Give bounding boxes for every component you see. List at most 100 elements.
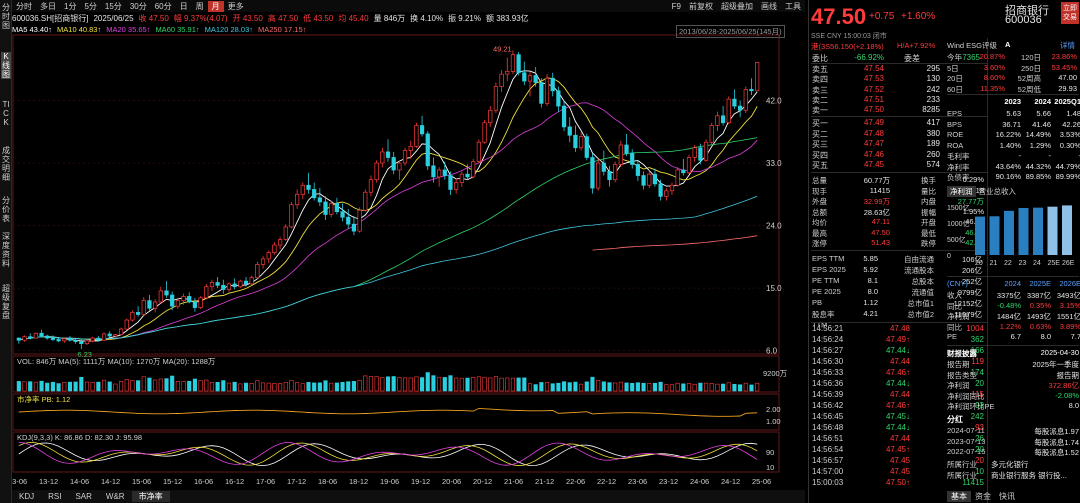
left-tool-5[interactable]: 深度资料 [2,232,10,268]
ask-price: 47.53 [863,74,884,84]
bid-row[interactable]: 买二 47.48 380 [812,129,987,139]
info-tab-0[interactable]: 基本 [947,491,971,502]
volume-bar [346,381,351,392]
bid-level: 买一 [812,119,828,128]
fin-cell: 90.16% [995,172,1021,181]
candle-body [215,282,220,286]
candle-body [505,70,510,75]
top-tool-3[interactable]: 画线 [761,1,777,11]
stat-label: 总量 [812,176,827,185]
top-tool-4[interactable]: 工具 [785,1,801,11]
dividend-value: 每股派息1.97 [1034,427,1079,436]
report-row: 报告期 2025年一季度 [947,359,1080,369]
profit-tab-1[interactable]: 营业总收入 [978,187,1017,196]
indicator-tab-3[interactable]: W&R [105,492,125,501]
period-tab-6[interactable]: 60分 [154,1,172,11]
ask-price: 47.50 [863,105,884,115]
stat-label: 换手 [921,176,936,185]
tick-row: 15:00:03 47.50↑ 11415 [812,478,987,488]
bid-row[interactable]: 买三 47.47 189 [812,139,987,149]
period-tab-1[interactable]: 多日 [40,1,56,11]
volume-bar [402,377,408,392]
candle-body [550,77,555,92]
ask-row[interactable]: 卖三 47.52 242 [812,85,987,95]
tick-volume: 166 [970,346,984,355]
tick-volume: 115 [971,390,984,399]
profit-bar [1018,207,1029,255]
bar-x-label: 25E [1048,260,1061,267]
top-tool-1[interactable]: 前复权 [689,1,713,11]
left-tool-1[interactable]: K线图 [1,52,11,79]
period-tab-3[interactable]: 5分 [84,1,97,11]
top-tool-0[interactable]: F9 [671,1,681,11]
ask-row[interactable]: 卖五 47.54 295 [812,64,987,74]
left-tool-6[interactable]: 超级复盘 [2,284,10,320]
info-tabs: 基本 资金 快讯 [947,491,1019,502]
indicator-tab-2[interactable]: SAR [75,492,92,501]
tick-volume: 11415 [962,478,984,487]
left-tool-4[interactable]: 分价表 [2,196,10,223]
candle-body [329,202,334,215]
stat-value: 60.77万 [863,176,890,185]
price-axis-label: 6.0 [766,347,778,356]
tick-price: 47.49↑ [885,335,910,344]
stat-row: 均价 47.11 开盘 46.75 [812,217,987,227]
tick-time: 14:57:00 [812,467,844,476]
left-tool-0[interactable]: 分时图 [2,3,10,30]
period-tab-0[interactable]: 分时 [16,1,32,11]
candle-body [79,341,84,345]
indicator-tab-1[interactable]: RSI [48,492,62,501]
period-tab-10[interactable]: 更多 [227,1,244,11]
period-tab-9[interactable]: 月 [207,0,224,12]
info-tab-1[interactable]: 资金 [975,492,991,501]
volume-bar [743,382,748,392]
stat-label: 量比 [921,186,936,196]
tick-price: 47.44↓ [885,346,910,355]
ask-price: 47.54 [863,64,884,73]
profit-tab-0[interactable]: 净利润 [947,186,976,197]
left-tool-3[interactable]: 成交明细 [2,146,10,182]
top-tool-2[interactable]: 超级叠加 [721,1,753,11]
trade-button[interactable]: 立即交易 [1061,2,1079,24]
candle-body [692,147,697,158]
period-value: 8.60% [983,73,1005,82]
report-value: 报告期 [1056,370,1080,380]
period-tab-5[interactable]: 30分 [129,1,147,11]
period-tab-4[interactable]: 15分 [104,1,122,11]
stock-name: 招商银行 [1005,5,1049,17]
profit-tabs: 净利润 营业总收入 [947,186,1019,197]
candle-body [204,286,209,299]
period-value: 20.87% [979,52,1005,61]
candle-body [402,150,408,164]
valuation-value: 8.1 [867,276,878,285]
ma20-label: MA20 35.65↑ [106,25,151,34]
volume-bar [420,377,425,392]
period-tab-8[interactable]: 周 [195,1,204,11]
ask-row[interactable]: 卖一 47.50 8285 [812,105,987,115]
ma-line-MA5 [18,70,758,342]
volume-bar [181,381,186,392]
stat-label: 总额 [812,207,827,217]
tick-price: 47.45↑ [885,445,910,454]
x-tick-label: 24-12 [721,477,740,486]
period-tab-7[interactable]: 日 [179,1,188,11]
indicator-tab-0[interactable]: KDJ [19,492,35,501]
ask-level: 卖五 [812,65,828,74]
indicator-tab-4[interactable]: 市净率 [131,491,170,502]
stat-label: 均价 [812,218,827,227]
bid-row[interactable]: 买一 47.49 417 [812,118,987,128]
industry-value[interactable]: 多元化银行 [991,460,1029,469]
ask-row[interactable]: 卖二 47.51 233 [812,95,987,105]
period-tab-2[interactable]: 1分 [64,1,77,11]
report-title: 财报披露 [947,349,977,358]
left-tool-2[interactable]: TICK [2,100,10,127]
bid-row[interactable]: 买五 47.45 574 [812,160,987,170]
stat-label: 最低 [921,228,936,238]
esg-detail-link[interactable]: 详情 [1060,41,1075,50]
industry-value[interactable]: 商业银行服务 银行投... [991,470,1067,480]
ask-row[interactable]: 卖四 47.53 130 [812,74,987,84]
bid-row[interactable]: 买四 47.46 260 [812,150,987,160]
info-tab-2[interactable]: 快讯 [999,492,1015,501]
fin-cell: 42.26 [1062,119,1080,129]
